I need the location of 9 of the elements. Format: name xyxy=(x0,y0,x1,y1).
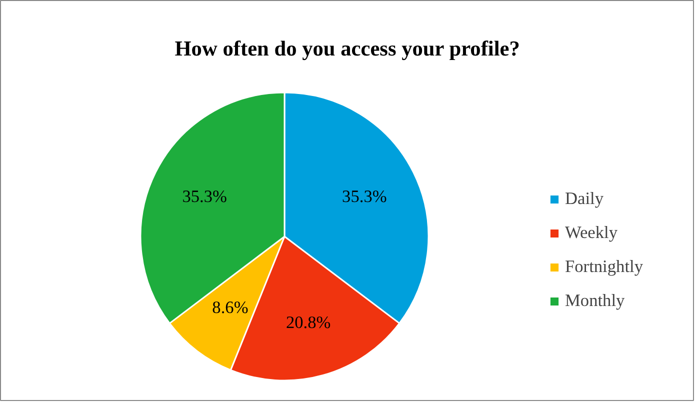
legend-label: Daily xyxy=(565,189,604,209)
data-label: 20.8% xyxy=(286,313,331,332)
legend-label: Monthly xyxy=(565,291,625,311)
data-label: 35.3% xyxy=(182,187,227,206)
legend-label: Fortnightly xyxy=(565,257,643,277)
data-label: 35.3% xyxy=(342,187,387,206)
chart-title: How often do you access your profile? xyxy=(174,36,520,60)
legend-label: Weekly xyxy=(565,223,618,243)
data-label: 8.6% xyxy=(212,298,248,317)
